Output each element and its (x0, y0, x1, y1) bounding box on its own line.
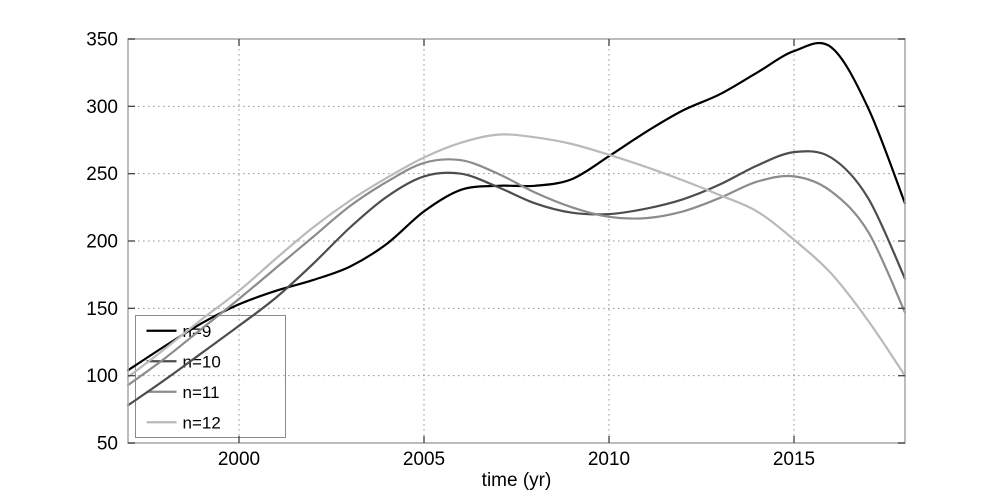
y-tick-label: 200 (86, 232, 118, 253)
curve-n10 (126, 150, 907, 407)
y-tick-label: 350 (86, 30, 118, 51)
gridlines (128, 38, 905, 444)
legend-item-label: n=11 (183, 383, 220, 402)
y-tick-label: 300 (86, 97, 118, 118)
x-tick-label: 2010 (588, 449, 630, 470)
series-curves (126, 42, 907, 407)
y-tick-label: 250 (86, 164, 118, 185)
y-tick-label: 50 (97, 434, 118, 455)
legend-item-label: n=12 (183, 413, 221, 432)
curve-n9 (126, 42, 907, 372)
x-tick-label: 2000 (218, 449, 260, 470)
legend: n=9n=10n=11n=12 (135, 315, 286, 438)
legend-box (135, 315, 286, 438)
curve-n12 (126, 133, 907, 379)
y-tick-label: 100 (86, 366, 118, 387)
tick-marks (128, 38, 905, 444)
tick-labels: 2000 2005 2010 2015 50 100 150 200 250 300 350 (86, 30, 815, 471)
x-tick-label: 2005 (403, 449, 445, 470)
y-tick-label: 150 (86, 299, 118, 320)
curve-n11 (126, 158, 907, 387)
legend-item-label: n=10 (183, 352, 221, 371)
x-axis-label: time (yr) (481, 470, 552, 491)
x-tick-label: 2015 (773, 449, 815, 470)
